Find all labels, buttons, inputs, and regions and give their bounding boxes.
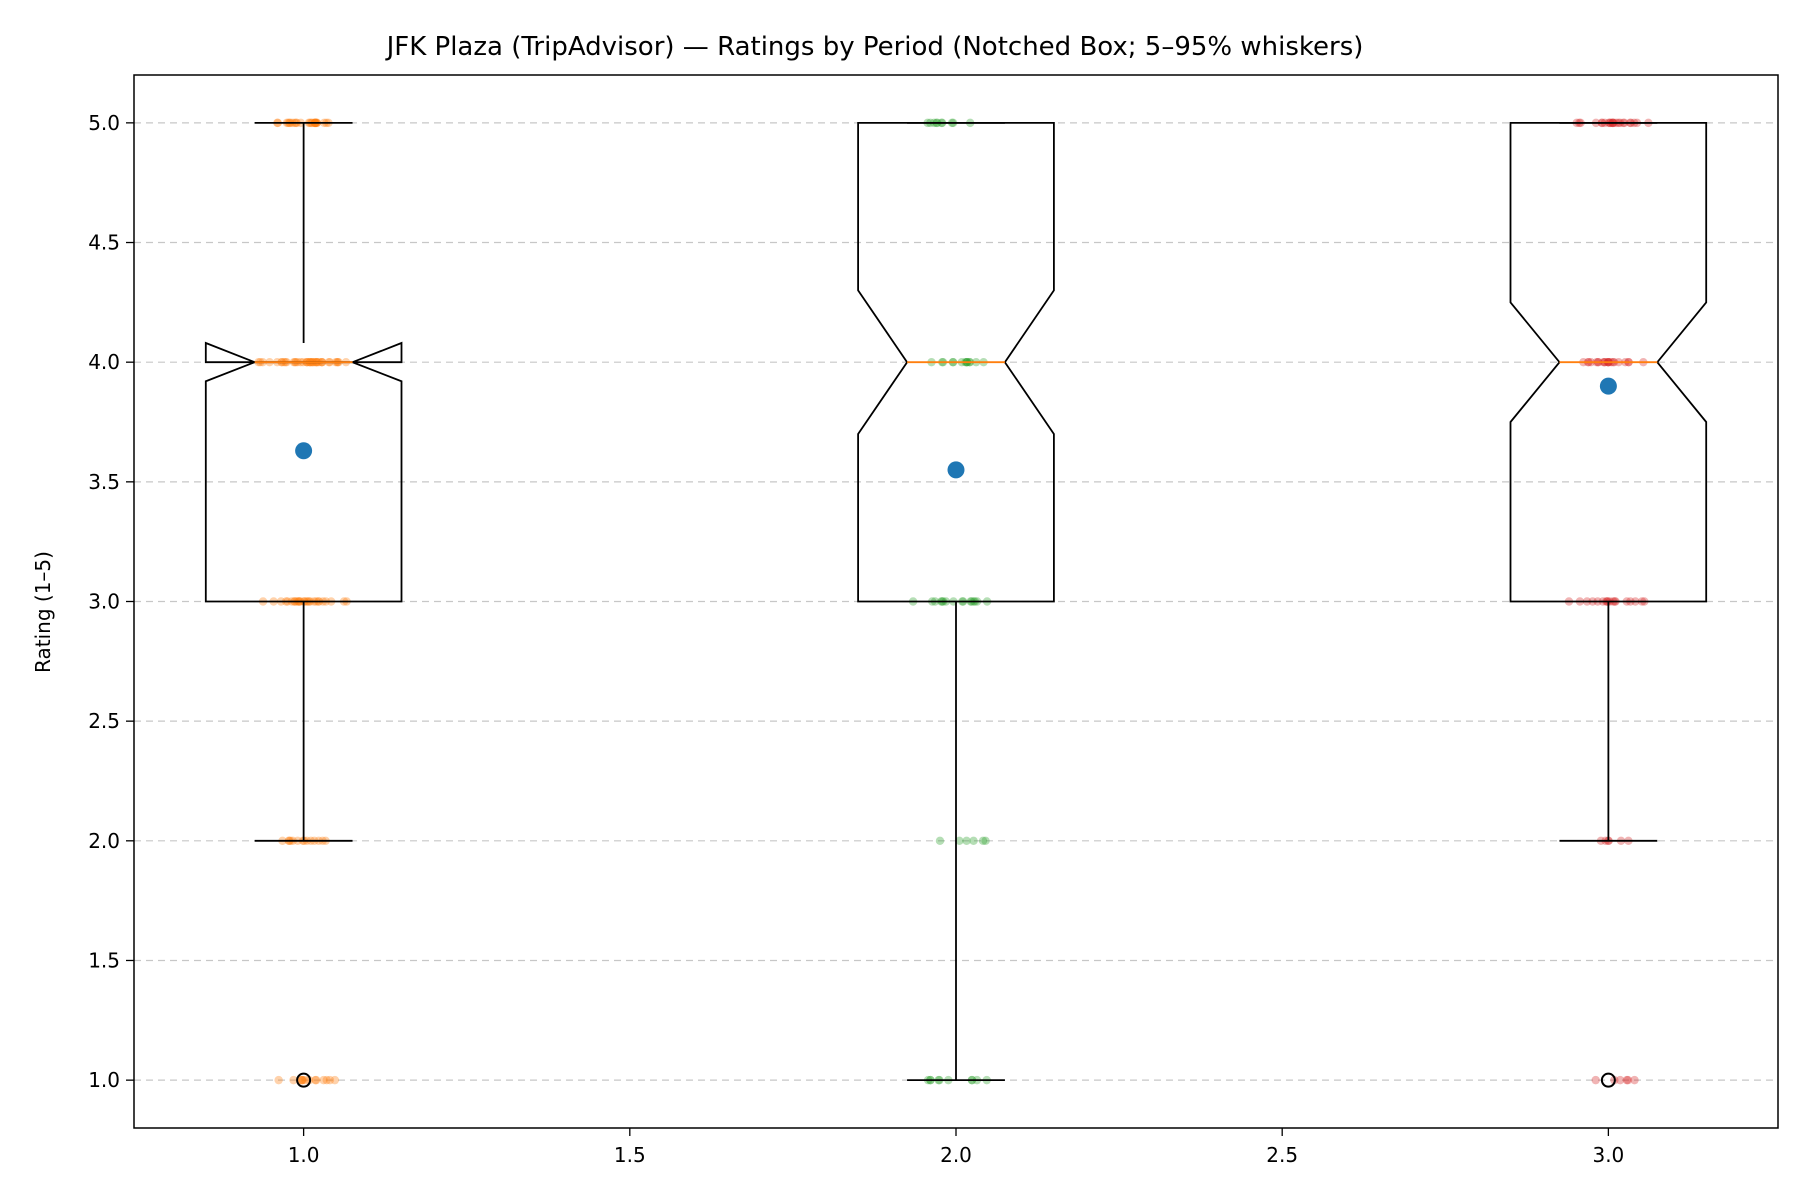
x-tick-label: 2.5 [1266, 1143, 1298, 1167]
mean-marker [295, 442, 313, 460]
y-tick-label: 4.5 [88, 231, 120, 255]
data-point [1615, 1075, 1625, 1085]
x-tick-label: 2.0 [940, 1143, 972, 1167]
data-point [311, 1075, 320, 1085]
box-body [857, 122, 1055, 603]
data-point [978, 836, 988, 846]
mean-marker [1599, 377, 1617, 395]
y-tick-label: 1.5 [88, 948, 120, 972]
x-tick-label: 1.5 [614, 1143, 646, 1167]
data-point [297, 1075, 306, 1085]
y-tick-label: 3.5 [88, 470, 120, 494]
data-point [969, 836, 978, 846]
data-point [289, 1075, 298, 1085]
data-point [319, 1075, 328, 1085]
data-point [297, 1075, 306, 1085]
y-axis-label: Rating (1–5) [31, 551, 55, 673]
data-point [1591, 1075, 1600, 1085]
y-tick-label: 4.0 [88, 350, 120, 374]
y-tick-label: 2.5 [88, 709, 120, 733]
data-point [1630, 1075, 1639, 1085]
box-body [1509, 122, 1708, 603]
data-point [298, 1075, 307, 1085]
outlier-marker [1600, 1072, 1616, 1088]
plot-frame [133, 74, 1779, 1129]
data-point [955, 836, 964, 846]
data-point [935, 836, 945, 846]
data-point [981, 836, 990, 846]
axes: 1.0 1.5 2.0 2.5 3.0 3.5 4.0 4.5 5.0 1.0 1.5 2.0 2.5 3… [88, 74, 1779, 1167]
data-point [962, 836, 971, 846]
box-body [204, 341, 403, 603]
data-point [1622, 1075, 1632, 1085]
y-tick-label: 3.0 [88, 590, 120, 614]
x-tick-label: 1.0 [288, 1143, 320, 1167]
data-point [300, 1075, 310, 1085]
y-tick-label: 2.0 [88, 829, 120, 853]
x-tick-label: 3.0 [1592, 1143, 1624, 1167]
data-point [274, 1075, 283, 1085]
box-plots [204, 121, 1708, 1088]
mean-marker [947, 461, 965, 479]
data-point [322, 1075, 331, 1085]
data-point [1623, 1075, 1633, 1085]
data-point [312, 1075, 321, 1085]
outlier-marker [296, 1072, 312, 1088]
chart-title: JFK Plaza (TripAdvisor) — Ratings by Per… [385, 32, 1364, 62]
y-tick-label: 1.0 [88, 1068, 120, 1092]
data-point [298, 1075, 307, 1085]
data-point [330, 1075, 340, 1085]
data-point [325, 1075, 335, 1085]
y-tick-label: 5.0 [88, 111, 120, 135]
